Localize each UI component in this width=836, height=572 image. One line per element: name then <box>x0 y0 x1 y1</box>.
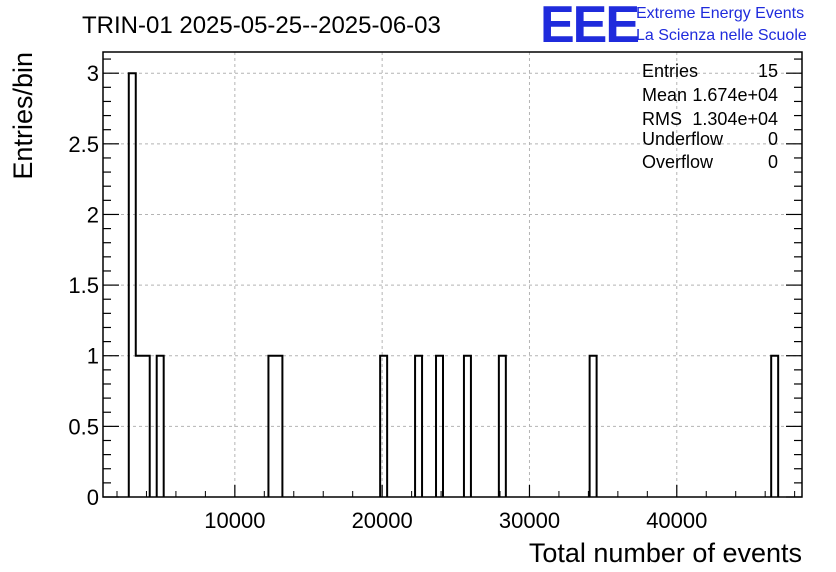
y-tick-labels: 0 0.5 1 1.5 2 2.5 3 <box>68 61 99 510</box>
histogram-bins <box>127 72 780 497</box>
stats-overflow-label: Overflow <box>642 152 714 172</box>
stats-underflow-value: 0 <box>768 129 778 149</box>
stats-mean-value: 1.674e+04 <box>692 85 778 105</box>
logo-mark: EEE <box>540 0 638 54</box>
x-tick-label-2: 30000 <box>499 508 560 533</box>
x-tick-label-1: 20000 <box>352 508 413 533</box>
eee-logo: EEE Extreme Energy Events La Scienza nel… <box>540 0 807 54</box>
y-tick-label-3: 1.5 <box>68 273 99 298</box>
y-axis-title: Entries/bin <box>8 52 38 180</box>
x-tick-label-3: 40000 <box>646 508 707 533</box>
axis-ticks <box>103 58 802 498</box>
stats-rms-value: 1.304e+04 <box>692 109 778 129</box>
x-tick-label-0: 10000 <box>204 508 265 533</box>
stats-entries-label: Entries <box>642 61 698 81</box>
y-tick-label-0: 0 <box>87 485 99 510</box>
y-tick-label-2: 1 <box>87 344 99 369</box>
x-tick-labels: 10000 20000 30000 40000 <box>204 508 707 533</box>
stats-rms-label: RMS <box>642 109 682 129</box>
y-tick-label-6: 3 <box>87 61 99 86</box>
grid <box>103 52 802 497</box>
stats-mean-label: Mean <box>642 85 687 105</box>
y-tick-label-4: 2 <box>87 202 99 227</box>
stats-box: Entries 15 Mean 1.674e+04 RMS 1.304e+04 … <box>642 61 778 172</box>
chart-title: TRIN-01 2025-05-25--2025-06-03 <box>82 12 441 39</box>
y-tick-label-5: 2.5 <box>68 132 99 157</box>
plot-frame <box>102 51 803 498</box>
logo-line1: Extreme Energy Events <box>636 5 804 22</box>
y-tick-label-1: 0.5 <box>68 414 99 439</box>
histogram-outline <box>127 72 780 497</box>
x-axis-title: Total number of events <box>529 538 802 568</box>
stats-underflow-label: Underflow <box>642 129 724 149</box>
stats-overflow-value: 0 <box>768 152 778 172</box>
stats-entries-value: 15 <box>758 61 778 81</box>
logo-line2: La Scienza nelle Scuole <box>636 27 807 44</box>
